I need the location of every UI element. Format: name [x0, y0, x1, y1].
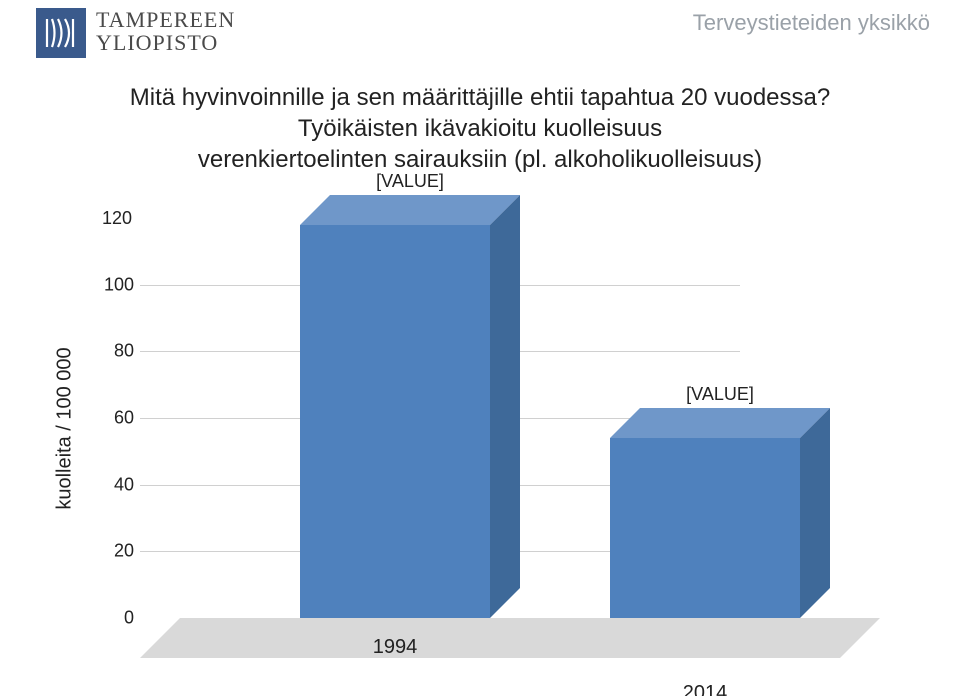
bar-side-face	[800, 408, 830, 618]
logo-text: TAMPEREEN YLIOPISTO	[96, 8, 235, 54]
y-tick-label: 100	[98, 274, 134, 295]
y-tick-label: 60	[98, 408, 134, 429]
chart-floor	[140, 618, 880, 658]
logo-line-2: YLIOPISTO	[96, 31, 235, 54]
bar-front-face	[300, 225, 490, 618]
logo-line-1: TAMPEREEN	[96, 8, 235, 31]
bar-value-label: [VALUE]	[376, 171, 444, 192]
title-block: Mitä hyvinvoinnille ja sen määrittäjille…	[60, 82, 900, 176]
unit-label: Terveystieteiden yksikkö	[693, 10, 930, 36]
logo-mark-icon	[36, 8, 86, 58]
x-tick-label: 1994	[373, 636, 418, 659]
y-tick-label: 80	[98, 341, 134, 362]
bar-front-face	[610, 438, 800, 618]
bar	[300, 195, 520, 618]
plot-area: 020406080100[VALUE]1994[VALUE]2014	[140, 218, 890, 618]
title-line-3: verenkiertoelinten sairauksiin (pl. alko…	[60, 144, 900, 175]
bar-side-face	[490, 195, 520, 618]
bar-value-label: [VALUE]	[686, 384, 754, 405]
title-line-2: Työikäisten ikävakioitu kuolleisuus	[60, 113, 900, 144]
x-tick-label: 2014	[683, 682, 728, 696]
y-tick-label: 20	[98, 541, 134, 562]
y-axis-title-text: kuolleita / 100 000	[54, 347, 77, 509]
bar-top-face	[610, 408, 830, 438]
y-tick-top: 120	[102, 208, 132, 229]
header: TAMPEREEN YLIOPISTO Terveystieteiden yks…	[36, 8, 930, 78]
bar	[610, 408, 830, 618]
logo: TAMPEREEN YLIOPISTO	[36, 8, 235, 58]
y-axis-title: kuolleita / 100 000	[50, 218, 80, 638]
bar-top-face	[300, 195, 520, 225]
y-tick-label: 40	[98, 474, 134, 495]
title-line-1: Mitä hyvinvoinnille ja sen määrittäjille…	[60, 82, 900, 113]
chart: 120 kuolleita / 100 000 020406080100[VAL…	[60, 218, 900, 658]
y-tick-label: 0	[98, 608, 134, 629]
